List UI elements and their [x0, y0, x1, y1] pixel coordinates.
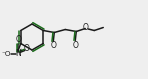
Text: O: O: [24, 44, 30, 53]
Text: O: O: [83, 23, 89, 32]
Text: ⁻O: ⁻O: [2, 50, 12, 56]
Text: +: +: [19, 48, 23, 53]
Text: O: O: [50, 41, 56, 50]
Text: N: N: [15, 49, 21, 58]
Text: O: O: [15, 35, 21, 44]
Text: O: O: [72, 41, 78, 50]
